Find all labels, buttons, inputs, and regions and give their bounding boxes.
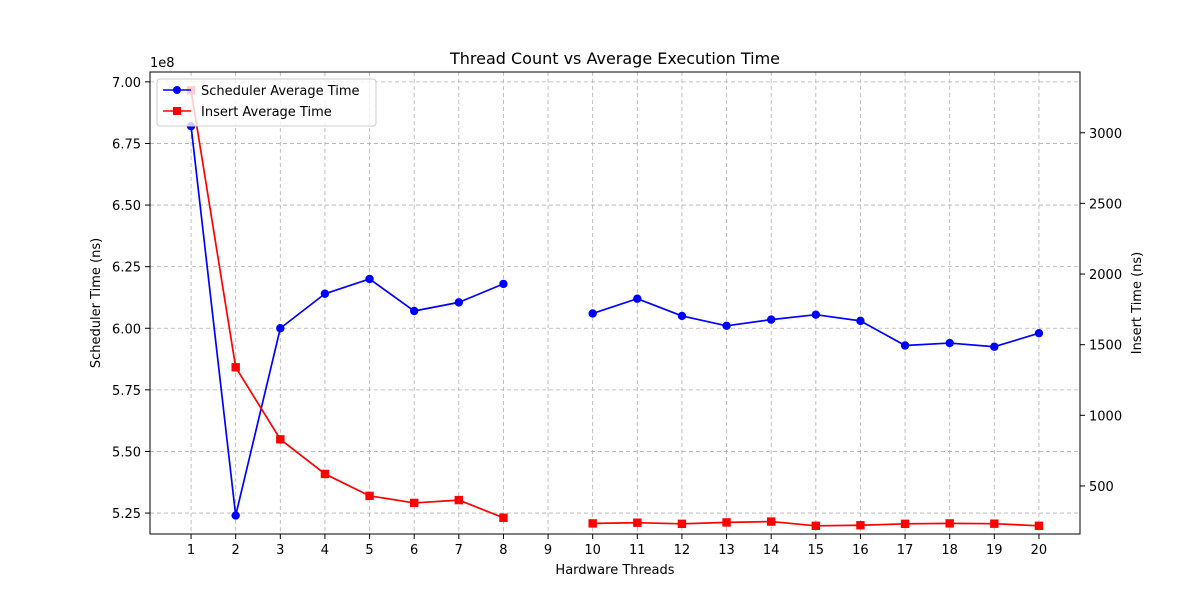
data-point-scheduler bbox=[276, 324, 285, 333]
y-right-tick-label: 2500 bbox=[1089, 197, 1122, 212]
legend-label-scheduler: Scheduler Average Time bbox=[201, 84, 360, 99]
data-point-scheduler bbox=[633, 294, 642, 303]
y-left-tick-label: 6.50 bbox=[112, 199, 141, 214]
x-tick-label: 6 bbox=[410, 543, 418, 558]
data-point-insert bbox=[633, 518, 642, 527]
x-tick-label: 10 bbox=[584, 543, 601, 558]
x-tick-label: 20 bbox=[1031, 543, 1048, 558]
y-axis-right: 500 1000 1500 2000 2500 3000 bbox=[1080, 127, 1122, 495]
data-point-scheduler bbox=[677, 311, 687, 321]
y-right-tick-label: 1000 bbox=[1089, 409, 1122, 424]
x-tick-label: 15 bbox=[808, 543, 825, 558]
legend: Scheduler Average Time Insert Average Ti… bbox=[156, 78, 377, 127]
data-point-insert bbox=[900, 519, 910, 529]
x-tick-label: 5 bbox=[365, 543, 373, 558]
data-point-scheduler bbox=[365, 274, 374, 284]
data-point-scheduler bbox=[945, 338, 954, 348]
data-point-scheduler bbox=[1034, 328, 1044, 338]
x-tick-label: 7 bbox=[455, 543, 463, 558]
data-point-scheduler bbox=[588, 309, 597, 318]
data-point-scheduler bbox=[856, 316, 865, 326]
x-tick-label: 11 bbox=[629, 543, 646, 558]
data-point-insert bbox=[811, 521, 821, 531]
data-point-insert bbox=[945, 519, 954, 528]
y-right-tick-label: 3000 bbox=[1089, 127, 1122, 142]
data-point-scheduler bbox=[320, 289, 330, 298]
y-right-tick-label: 2000 bbox=[1089, 268, 1122, 283]
x-tick-label: 2 bbox=[232, 543, 240, 558]
y-right-tick-label: 1500 bbox=[1089, 339, 1122, 354]
series-layer bbox=[186, 86, 1044, 531]
data-point-scheduler bbox=[811, 310, 821, 319]
data-point-scheduler bbox=[409, 306, 419, 316]
data-point-insert bbox=[856, 521, 865, 530]
x-tick-label: 17 bbox=[897, 543, 914, 558]
y-left-tick-label: 7.00 bbox=[112, 76, 141, 91]
legend-label-insert: Insert Average Time bbox=[201, 105, 332, 120]
x-tick-label: 8 bbox=[499, 543, 507, 558]
data-point-insert bbox=[231, 363, 240, 372]
x-tick-label: 18 bbox=[941, 543, 958, 558]
legend-marker-insert bbox=[173, 107, 181, 115]
y-left-tick-label: 6.75 bbox=[112, 137, 141, 152]
x-tick-label: 1 bbox=[187, 543, 195, 558]
y-axis-left-label: Scheduler Time (ns) bbox=[89, 238, 104, 368]
x-tick-label: 3 bbox=[276, 543, 284, 558]
data-point-insert bbox=[1034, 521, 1044, 531]
series-line-scheduler bbox=[190, 126, 504, 517]
data-point-insert bbox=[588, 519, 597, 528]
y-left-tick-label: 5.25 bbox=[112, 507, 141, 522]
data-point-scheduler bbox=[766, 315, 776, 324]
x-tick-label: 12 bbox=[674, 543, 691, 558]
data-point-insert bbox=[990, 519, 999, 528]
data-point-insert bbox=[766, 517, 776, 526]
data-point-insert bbox=[499, 513, 508, 522]
y-left-tick-label: 5.50 bbox=[112, 445, 141, 460]
x-tick-label: 14 bbox=[763, 543, 780, 558]
series-insert bbox=[186, 86, 1044, 531]
legend-box bbox=[156, 78, 377, 127]
data-point-scheduler bbox=[454, 298, 464, 307]
chart-title: Thread Count vs Average Execution Time bbox=[449, 49, 780, 68]
series-scheduler bbox=[186, 122, 1044, 520]
data-point-scheduler bbox=[499, 279, 508, 289]
x-tick-label: 4 bbox=[321, 543, 329, 558]
x-tick-label: 16 bbox=[852, 543, 869, 558]
x-axis-label: Hardware Threads bbox=[555, 563, 674, 578]
x-tick-label: 19 bbox=[986, 543, 1003, 558]
y-axis-left: 5.25 5.50 5.75 6.00 6.25 6.50 6.75 7.00 bbox=[112, 76, 150, 522]
x-tick-label: 9 bbox=[544, 543, 552, 558]
y-axis-left-offset: 1e8 bbox=[150, 56, 175, 71]
y-right-tick-label: 500 bbox=[1089, 480, 1114, 495]
data-point-scheduler bbox=[900, 341, 910, 350]
data-point-insert bbox=[454, 495, 464, 505]
data-point-insert bbox=[276, 435, 285, 444]
x-axis: 1 2 3 4 5 6 7 8 9 10 11 12 13 14 15 16 17 18 19 20 bbox=[187, 534, 1047, 558]
x-tick-label: 13 bbox=[718, 543, 735, 558]
y-left-tick-label: 5.75 bbox=[112, 384, 141, 399]
legend-marker-scheduler bbox=[173, 86, 181, 94]
data-point-scheduler bbox=[990, 342, 999, 351]
data-point-insert bbox=[320, 469, 330, 479]
series-line-insert bbox=[190, 90, 504, 519]
data-point-insert bbox=[677, 519, 687, 529]
y-axis-right-label: Insert Time (ns) bbox=[1130, 252, 1145, 355]
data-point-scheduler bbox=[722, 321, 731, 330]
y-left-tick-label: 6.25 bbox=[112, 261, 141, 276]
data-point-scheduler bbox=[231, 511, 240, 520]
grid-lines bbox=[150, 72, 1080, 534]
y-left-tick-label: 6.00 bbox=[112, 322, 141, 337]
data-point-insert bbox=[722, 518, 731, 527]
data-point-insert bbox=[409, 498, 419, 508]
data-point-insert bbox=[365, 491, 374, 501]
plot-frame bbox=[149, 71, 1081, 535]
